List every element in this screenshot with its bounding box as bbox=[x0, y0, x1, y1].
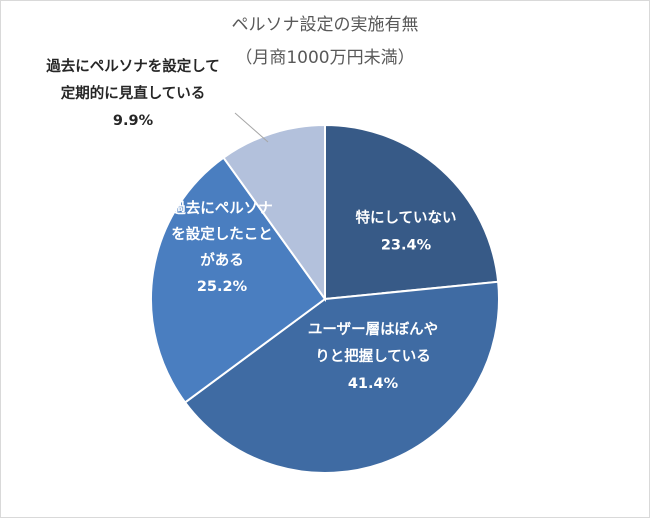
slice-value-label: 23.4% bbox=[381, 238, 432, 254]
slice-value-label: 25.2% bbox=[197, 279, 248, 295]
leader-line bbox=[234, 112, 269, 143]
slice-value-label: 9.9% bbox=[113, 113, 154, 129]
pie-slice bbox=[324, 123, 500, 301]
slice-category-label: 過去にペルソナを設定して bbox=[45, 57, 220, 75]
slice-category-label: 特にしていない bbox=[355, 209, 456, 227]
slice-category-label: ユーザー層はぼんや bbox=[308, 321, 438, 338]
chart-subtitle: （月商1000万円未満） bbox=[235, 48, 415, 68]
pie-slice bbox=[150, 156, 327, 404]
slice-category-label: を設定したこと bbox=[171, 225, 273, 243]
slice-category-label: 過去にペルソナ bbox=[170, 199, 273, 217]
slice-category-label: 定期的に見直している bbox=[61, 84, 206, 102]
slice-value-label: 41.4% bbox=[348, 376, 399, 392]
slice-category-label: りと把握している bbox=[315, 347, 431, 365]
pie-slice bbox=[183, 280, 500, 475]
pie-slice bbox=[222, 123, 326, 303]
slice-category-label: がある bbox=[200, 251, 244, 269]
chart-title: ペルソナ設定の実施有無 bbox=[231, 15, 419, 35]
